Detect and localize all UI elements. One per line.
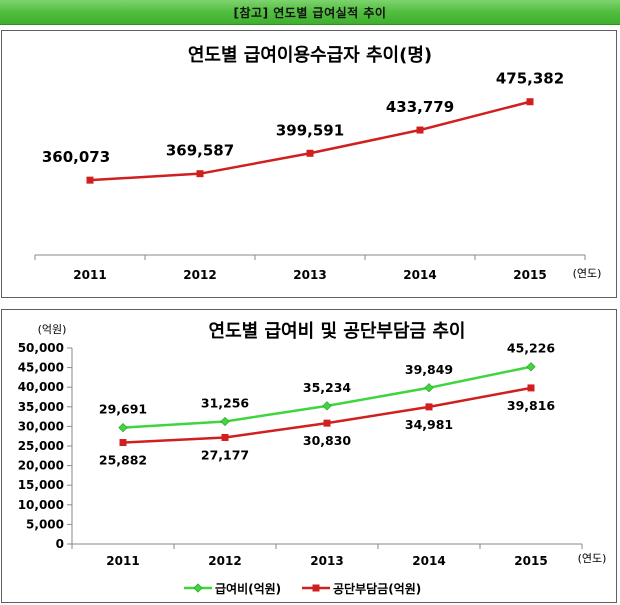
data-label: 34,981 (405, 417, 453, 432)
series-line (122, 365, 532, 429)
data-label: 45,226 (507, 341, 556, 356)
legend-label: 급여비(억원) (215, 581, 281, 596)
data-point (526, 98, 534, 106)
data-point (118, 422, 128, 433)
y-tick-label: 10,000 (18, 498, 64, 512)
data-label: 29,691 (99, 402, 147, 417)
data-label: 39,849 (405, 362, 453, 377)
data-point (416, 126, 424, 134)
y-tick-label: 40,000 (18, 380, 64, 394)
x-tick-label: 2013 (293, 268, 326, 282)
y-tick-label: 20,000 (18, 459, 64, 473)
x-axis-unit: (연도) (578, 552, 607, 565)
y-axis-unit: (억원) (38, 323, 67, 336)
x-tick-label: 2012 (183, 268, 216, 282)
recipients-chart-panel: 연도별 급여이용수급자 추이(명) 2011 2012 2013 2014 2015 (연도… (1, 30, 617, 298)
data-point (526, 362, 536, 372)
x-tick-label: 2013 (310, 554, 343, 568)
y-tick-label: 15,000 (18, 478, 64, 492)
x-axis-unit: (연도) (573, 267, 602, 280)
x-tick-label: 2011 (73, 268, 106, 282)
x-tick-label: 2011 (106, 554, 139, 568)
data-label: 475,382 (496, 70, 564, 88)
y-tick-label: 45,000 (18, 361, 64, 375)
data-point (220, 416, 230, 427)
y-tick-label: 0 (56, 537, 64, 551)
data-point (527, 384, 535, 392)
data-label: 31,256 (201, 395, 250, 410)
chart-title: 연도별 급여비 및 공단부담금 추이 (209, 321, 466, 342)
data-label: 27,177 (201, 447, 249, 462)
recipients-chart: 연도별 급여이용수급자 추이(명) 2011 2012 2013 2014 2015 (연도… (34, 45, 602, 282)
data-point (323, 419, 331, 427)
x-tick-label: 2015 (513, 268, 546, 282)
legend-label: 공단부담금(억원) (333, 581, 421, 596)
y-tick-label: 25,000 (18, 439, 64, 453)
y-tick-label: 30,000 (18, 419, 64, 433)
data-point (425, 403, 433, 411)
expense-chart-panel: 연도별 급여비 및 공단부담금 추이 (억원) 0 5,000 10,000 15,000… (1, 309, 617, 603)
x-tick-label: 2012 (208, 554, 241, 568)
y-tick-label: 35,000 (18, 400, 64, 414)
data-label: 35,234 (303, 380, 352, 395)
y-tick-label: 50,000 (18, 341, 64, 355)
data-label: 30,830 (303, 433, 352, 448)
x-tick-label: 2014 (403, 268, 436, 282)
data-label: 369,587 (166, 142, 234, 160)
data-point (86, 176, 94, 184)
data-point (196, 170, 204, 178)
header-title: [참고] 연도별 급여실적 추이 (233, 5, 387, 20)
data-point (119, 439, 127, 447)
data-point (424, 383, 434, 393)
data-label: 25,882 (99, 453, 147, 468)
data-label: 39,816 (507, 398, 556, 413)
data-label: 360,073 (42, 148, 110, 166)
x-tick-label: 2015 (514, 554, 547, 568)
x-tick-label: 2014 (412, 554, 445, 568)
legend-marker (193, 583, 203, 593)
data-label: 399,591 (276, 121, 344, 139)
series-line (89, 100, 531, 182)
data-label: 433,779 (386, 98, 454, 116)
y-tick-label: 5,000 (26, 517, 64, 531)
page-header: [참고] 연도별 급여실적 추이 (0, 0, 620, 25)
data-point (221, 433, 229, 441)
expense-chart: 연도별 급여비 및 공단부담금 추이 (억원) 0 5,000 10,000 15,000… (18, 321, 607, 596)
chart-title: 연도별 급여이용수급자 추이(명) (188, 45, 432, 66)
data-point (322, 401, 332, 411)
legend-marker (312, 584, 320, 592)
data-point (306, 149, 314, 157)
